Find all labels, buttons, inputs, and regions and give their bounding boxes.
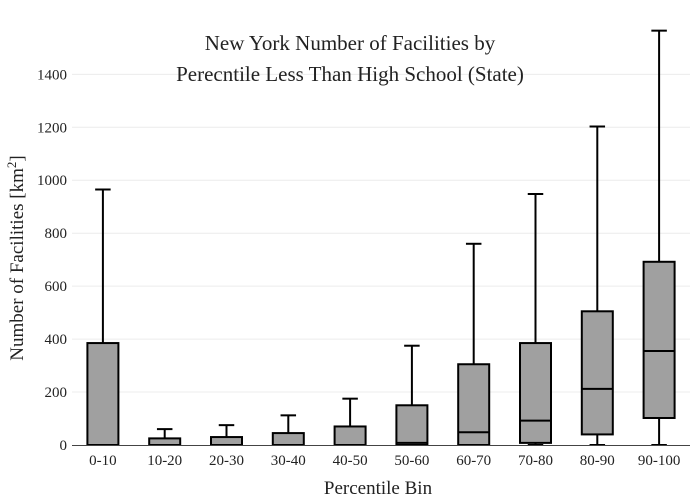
box-0-10 — [86, 188, 120, 447]
x-tick-label: 30-40 — [271, 453, 306, 469]
y-axis-ticks: 0 200 400 600 800 1000 1200 1400 — [37, 67, 67, 454]
box-10-20 — [148, 428, 182, 446]
y-tick-label: 1400 — [37, 67, 67, 83]
box-70-80 — [519, 193, 552, 446]
x-axis-ticks: 0-10 10-20 20-30 30-40 40-50 50-60 60-70 70-80 8… — [89, 453, 680, 469]
y-tick-label: 200 — [45, 385, 68, 401]
x-tick-label: 80-90 — [580, 453, 615, 469]
x-tick-label: 0-10 — [89, 453, 117, 469]
x-tick-label: 90-100 — [638, 453, 681, 469]
x-tick-label: 40-50 — [333, 453, 368, 469]
x-axis-title: Percentile Bin — [324, 478, 433, 499]
box-iqr — [519, 342, 552, 444]
box-40-50 — [333, 397, 367, 447]
y-axis-title-text: Number of Facilities [km — [7, 168, 28, 361]
y-tick-label: 400 — [45, 332, 68, 348]
y-tick-label: 600 — [45, 279, 68, 295]
y-tick-label: 0 — [60, 438, 68, 454]
box-iqr — [271, 432, 305, 447]
box-30-40 — [271, 414, 305, 447]
y-tick-label: 800 — [45, 226, 68, 242]
box-iqr — [642, 260, 676, 419]
x-tick-label: 60-70 — [456, 453, 491, 469]
chart-title-line-1: New York Number of Facilities by — [205, 31, 496, 55]
x-tick-label: 10-20 — [147, 453, 182, 469]
x-tick-label: 50-60 — [394, 453, 429, 469]
gridlines — [72, 73, 690, 393]
y-axis-title: Number of Facilities [km2] — [4, 155, 28, 360]
box-iqr — [395, 404, 429, 446]
boxes — [86, 29, 676, 447]
box-iqr — [86, 342, 120, 447]
box-iqr — [580, 310, 614, 436]
y-tick-label: 1200 — [37, 120, 67, 136]
chart-title-line-2: Perecntile Less Than High School (State) — [176, 62, 524, 86]
y-axis-title-close: ] — [7, 155, 28, 161]
box-iqr — [210, 436, 243, 446]
box-50-60 — [395, 344, 429, 446]
box-60-70 — [457, 242, 491, 446]
x-tick-label: 70-80 — [518, 453, 553, 469]
x-tick-label: 20-30 — [209, 453, 244, 469]
box-20-30 — [210, 424, 243, 446]
box-iqr — [333, 425, 367, 447]
box-80-90 — [580, 125, 614, 446]
box-90-100 — [642, 29, 676, 446]
y-axis-title-sup: 2 — [4, 162, 19, 169]
y-tick-label: 1000 — [37, 173, 67, 189]
